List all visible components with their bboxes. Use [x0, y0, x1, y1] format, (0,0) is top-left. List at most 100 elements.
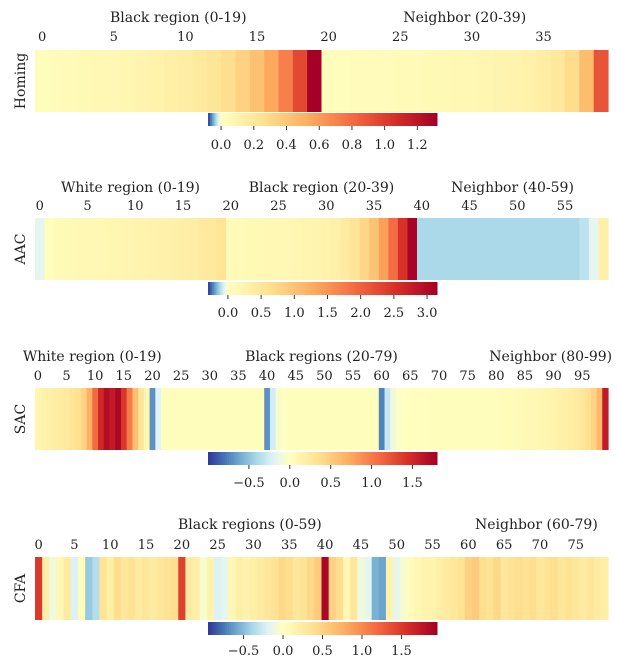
heatmap-cell: [418, 388, 426, 450]
heatmap-cell: [593, 50, 609, 112]
x-tick-label: 40: [259, 369, 276, 384]
colorbar-segment: [395, 452, 398, 465]
colorbar-segment: [387, 452, 390, 465]
region-label: Black regions (0-59): [178, 517, 322, 533]
colorbar-segment: [425, 113, 428, 126]
colorbar-segment: [337, 282, 341, 295]
colorbar-segment: [278, 113, 282, 126]
colorbar-segment: [404, 452, 407, 465]
heatmap-cell: [464, 50, 480, 112]
heatmap-cell: [249, 557, 258, 620]
heatmap-cell: [481, 388, 489, 450]
heatmap-cell: [275, 388, 282, 450]
colorbar-segment: [248, 282, 251, 295]
heatmap-cell: [401, 388, 409, 450]
colorbar-segment: [276, 452, 280, 465]
heatmap-cell: [307, 50, 323, 112]
colorbar-segment: [282, 113, 285, 126]
colorbar-segment: [419, 622, 423, 635]
colorbar-segment: [383, 113, 386, 126]
x-tick-label: 0: [36, 199, 44, 214]
colorbar-segment: [383, 282, 386, 295]
colorbar-segment: [309, 113, 312, 126]
colorbar-segment: [345, 113, 348, 126]
heatmap-cell: [269, 388, 277, 450]
colorbar-segment: [282, 622, 285, 635]
region-label: Neighbor (40-59): [451, 180, 574, 196]
colorbar-segment: [406, 113, 409, 126]
colorbar-segment: [335, 622, 339, 635]
colorbar-segment: [295, 452, 299, 465]
colorbar-segment: [337, 622, 341, 635]
heatmap-cell: [206, 388, 214, 450]
colorbar-segment: [215, 113, 219, 126]
heatmap-cell: [206, 218, 218, 280]
heatmap-cell: [414, 557, 423, 620]
colorbar-segment: [269, 282, 272, 295]
colorbar-segment: [391, 113, 394, 126]
heatmap-cell: [527, 388, 535, 450]
colorbar-segment: [267, 622, 270, 635]
colorbar-segment: [431, 452, 434, 465]
heatmap-cell: [342, 557, 351, 620]
colorbar-segment: [236, 452, 240, 465]
colorbar-segment: [246, 282, 249, 295]
heatmap-cell: [49, 50, 65, 112]
region-label: Black region (20-39): [249, 180, 394, 196]
colorbar-segment: [353, 622, 356, 635]
heatmap-cell: [436, 218, 447, 280]
colorbar-segment: [423, 622, 427, 635]
colorbar-segment: [295, 282, 299, 295]
heatmap-cell: [120, 388, 128, 450]
heatmap-cell: [156, 557, 165, 620]
colorbar-segment: [429, 622, 432, 635]
colorbar-segment: [349, 622, 352, 635]
colorbar-segment: [253, 452, 257, 465]
colorbar-segment: [269, 452, 272, 465]
x-tick-label: 50: [509, 199, 526, 214]
heatmap-cell: [135, 50, 151, 112]
heatmap-cell: [384, 388, 391, 450]
colorbar-segment: [272, 452, 276, 465]
colorbar-segment: [255, 452, 259, 465]
colorbar-segment: [307, 113, 310, 126]
colorbar-segment: [377, 282, 381, 295]
colorbar-segment: [372, 452, 375, 465]
heatmap-cell: [529, 557, 537, 620]
colorbar-segment: [284, 452, 287, 465]
colorbar-segment: [412, 113, 415, 126]
colorbar-segment: [318, 622, 322, 635]
heatmap-cell: [457, 557, 466, 620]
x-tick-label: 15: [249, 30, 266, 45]
colorbar-segment: [284, 622, 287, 635]
heatmap-cell: [264, 388, 271, 450]
heatmap-cell: [163, 557, 172, 620]
colorbar-segment: [375, 452, 379, 465]
colorbar-segment: [419, 113, 423, 126]
colorbar-segment: [307, 282, 310, 295]
heatmap-cell: [86, 388, 93, 450]
colorbar-segment: [353, 282, 356, 295]
colorbar-segment: [425, 622, 428, 635]
heatmap-cell: [393, 50, 409, 112]
colorbar-segment: [282, 452, 285, 465]
colorbar-segment: [372, 113, 375, 126]
colorbar-segment: [389, 113, 392, 126]
colorbar-segment: [288, 282, 291, 295]
colorbar-segment: [427, 622, 430, 635]
colorbar-segment: [314, 282, 318, 295]
heatmap-cell: [235, 218, 246, 280]
colorbar-segment: [351, 113, 354, 126]
heatmap-cell: [486, 557, 494, 620]
colorbar-segment: [368, 622, 371, 635]
colorbar-segment: [208, 113, 211, 126]
colorbar-segment: [291, 282, 295, 295]
colorbar-segment: [326, 282, 329, 295]
colorbar-segment: [219, 113, 222, 126]
colorbar-segment: [345, 452, 348, 465]
heatmap-cell: [192, 557, 201, 620]
colorbar: 0.0 0.2 0.4 0.6 0.8 1.0 1.2: [208, 113, 438, 153]
region-label: Neighbor (80-99): [489, 349, 612, 365]
heatmap-cell: [441, 388, 449, 450]
colorbar-segment: [257, 282, 261, 295]
